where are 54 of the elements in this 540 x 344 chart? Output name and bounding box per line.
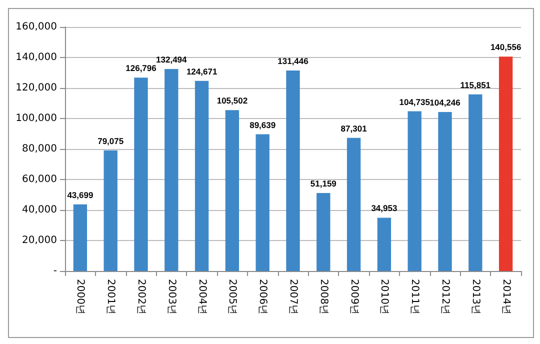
x-tick-label: 2002년: [136, 279, 146, 314]
x-tick-label: 2004년: [196, 279, 208, 314]
bar: [134, 78, 148, 271]
data-label: 43,699: [67, 190, 94, 200]
data-label: 89,639: [250, 120, 276, 130]
x-tick-label: 2008년: [318, 279, 329, 314]
y-tick-label: 100,000: [16, 113, 57, 124]
y-tick-label: 120,000: [16, 82, 57, 94]
data-label: 126,796: [126, 63, 157, 74]
x-tick-label: 2006년: [257, 279, 268, 314]
x-tick-label: 2005년: [226, 279, 238, 314]
bar: [73, 204, 88, 271]
bar: [194, 80, 209, 271]
data-label: 124,671: [186, 66, 218, 76]
x-tick-label: 2010년: [378, 279, 390, 314]
y-tick-label: 40,000: [22, 204, 57, 216]
bar: [256, 134, 270, 271]
x-tick-label: 2014년: [500, 279, 512, 314]
data-label: 105,502: [216, 96, 248, 106]
x-tick-label: 2012년: [440, 279, 450, 314]
x-tick-label: 2000년: [74, 279, 86, 314]
bar: [164, 68, 178, 271]
bar: [377, 218, 392, 271]
y-tick-label: 60,000: [22, 174, 57, 185]
bar: [438, 112, 452, 271]
bar: [286, 70, 300, 271]
data-label: 104,735: [399, 96, 430, 107]
bar: [225, 110, 240, 271]
x-tick-label: 2013년: [470, 279, 481, 314]
bar: [468, 94, 482, 271]
x-tick-label: 2011년: [409, 279, 420, 314]
bar: [104, 150, 118, 271]
data-label: 87,301: [340, 123, 368, 134]
bar: [498, 56, 513, 271]
y-tick-label: 160,000: [16, 22, 57, 32]
y-tick-label: 140,000: [16, 52, 57, 63]
data-label: 51,159: [310, 178, 337, 188]
x-tick-label: 2001년: [105, 279, 116, 314]
data-label: 132,494: [156, 54, 188, 64]
y-tick-label: -: [53, 266, 58, 276]
data-label: 104,246: [430, 98, 461, 108]
data-label: 140,556: [490, 42, 522, 52]
bar: [346, 138, 361, 271]
bar: [316, 192, 330, 271]
data-label: 34,953: [371, 203, 398, 214]
y-tick-label: 20,000: [22, 235, 57, 246]
x-tick-label: 2007년: [288, 279, 298, 314]
x-tick-label: 2003년: [166, 279, 177, 314]
y-tick-label: 80,000: [22, 144, 57, 154]
bar: [408, 111, 422, 271]
data-label: 79,075: [98, 136, 124, 146]
data-label: 115,851: [460, 80, 491, 90]
x-tick-label: 2009년: [348, 279, 360, 314]
data-label: 131,446: [278, 56, 309, 66]
